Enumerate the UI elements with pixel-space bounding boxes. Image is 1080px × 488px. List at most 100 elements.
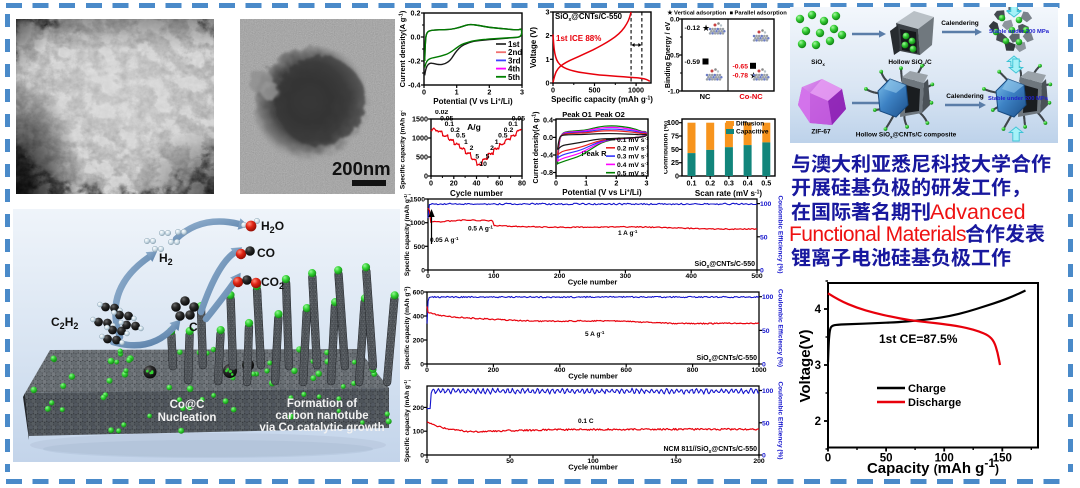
svg-text:0.2 mV s-1: 0.2 mV s-1 [617, 144, 649, 152]
svg-text:-0.8: -0.8 [541, 168, 553, 177]
svg-text:Stable under 200 MPa: Stable under 200 MPa [989, 29, 1050, 35]
svg-text:0: 0 [426, 273, 430, 280]
svg-text:0.5 mV s-1: 0.5 mV s-1 [617, 169, 649, 177]
svg-text:C2H2: C2H2 [51, 315, 78, 331]
svg-text:0: 0 [554, 179, 558, 188]
svg-text:2: 2 [490, 145, 494, 152]
svg-text:Potential (V vs Li+/Li): Potential (V vs Li+/Li) [562, 188, 642, 197]
svg-text:1 A g-1: 1 A g-1 [618, 229, 638, 237]
svg-text:Calendering: Calendering [941, 20, 979, 27]
svg-text:5: 5 [486, 154, 490, 161]
svg-text:200nm: 200nm [332, 158, 391, 179]
svg-text:200: 200 [413, 405, 425, 412]
svg-text:4th: 4th [508, 65, 520, 74]
svg-text:0.0: 0.0 [670, 17, 680, 24]
svg-text:500: 500 [414, 244, 426, 251]
svg-text:1000: 1000 [751, 367, 766, 374]
svg-text:0.4: 0.4 [543, 115, 553, 124]
svg-text:0: 0 [675, 172, 679, 181]
svg-text:50: 50 [880, 453, 893, 465]
svg-text:Scan rate (mV s-1): Scan rate (mV s-1) [695, 189, 762, 198]
svg-text:0.0: 0.0 [543, 133, 553, 142]
svg-text:0: 0 [421, 268, 425, 275]
svg-text:0.4: 0.4 [743, 179, 753, 188]
svg-text:Co-NC: Co-NC [739, 92, 763, 101]
svg-text:Peak R: Peak R [581, 149, 607, 158]
svg-text:400: 400 [413, 314, 425, 321]
svg-text:75: 75 [671, 132, 679, 141]
svg-text:10: 10 [479, 161, 487, 168]
svg-text:0.0: 0.0 [411, 33, 421, 42]
svg-text:50: 50 [762, 328, 770, 335]
svg-text:3rd: 3rd [508, 56, 521, 65]
svg-text:★ Vertical adsorption ■ Paral: ★ Vertical adsorption ■ Parallel adsorpt… [667, 10, 787, 17]
svg-text:CO2: CO2 [261, 275, 284, 291]
svg-text:1: 1 [584, 179, 588, 188]
svg-text:0.1 C: 0.1 C [578, 418, 594, 425]
svg-text:Specific capacity (mAh g-1): Specific capacity (mAh g-1) [551, 95, 653, 104]
svg-text:150: 150 [993, 453, 1012, 465]
svg-text:Charge: Charge [908, 383, 946, 395]
svg-text:80: 80 [518, 179, 526, 188]
svg-text:1000: 1000 [628, 86, 644, 95]
svg-text:via Co catalytic growth: via Co catalytic growth [259, 422, 384, 434]
svg-text:Co@C: Co@C [170, 399, 205, 411]
svg-text:Specific capacity (mAh g-1): Specific capacity (mAh g-1) [403, 286, 411, 369]
svg-text:150: 150 [670, 458, 682, 465]
svg-text:50: 50 [762, 420, 770, 427]
svg-text:Voltage (V): Voltage (V) [529, 27, 538, 69]
svg-text:0: 0 [420, 453, 424, 460]
svg-text:Binding Energy / eV: Binding Energy / eV [665, 22, 672, 88]
svg-text:Discharge: Discharge [908, 397, 961, 409]
svg-text:100: 100 [587, 458, 599, 465]
svg-text:0: 0 [825, 453, 831, 465]
svg-text:0.3: 0.3 [724, 179, 734, 188]
svg-text:Functional Materials: Functional Materials [789, 223, 966, 246]
svg-text:C: C [189, 320, 198, 334]
svg-text:5: 5 [475, 154, 479, 161]
svg-text:Contribution (%): Contribution (%) [664, 121, 670, 174]
svg-text:800: 800 [687, 367, 699, 374]
svg-text:Voltage(V): Voltage(V) [797, 329, 814, 402]
svg-text:-0.78: -0.78 [733, 73, 749, 80]
svg-text:0.2: 0.2 [450, 127, 460, 134]
svg-text:Advanced: Advanced [930, 200, 1026, 224]
svg-text:1000: 1000 [412, 134, 428, 143]
svg-text:SiOx: SiOx [811, 59, 825, 67]
svg-text:2: 2 [614, 179, 618, 188]
svg-text:200: 200 [753, 458, 765, 465]
svg-text:-1.0: -1.0 [668, 89, 680, 96]
svg-text:500: 500 [416, 153, 428, 162]
svg-text:0.4 mV s-1: 0.4 mV s-1 [617, 161, 649, 169]
svg-text:3: 3 [520, 88, 524, 97]
svg-text:NC: NC [700, 92, 711, 101]
svg-text:-0.59: -0.59 [685, 59, 701, 66]
svg-text:1500: 1500 [412, 115, 428, 124]
svg-text:0.1: 0.1 [508, 121, 518, 128]
svg-text:★: ★ [702, 23, 710, 33]
svg-text:0.1: 0.1 [445, 121, 455, 128]
svg-text:100: 100 [762, 294, 774, 301]
svg-text:0.2: 0.2 [411, 9, 421, 18]
svg-text:60: 60 [495, 179, 503, 188]
svg-text:Calendering: Calendering [946, 93, 984, 100]
svg-text:50: 50 [506, 458, 514, 465]
svg-text:200: 200 [413, 338, 425, 345]
svg-text:100: 100 [667, 118, 679, 127]
svg-text:0: 0 [422, 88, 426, 97]
svg-text:0.05: 0.05 [512, 116, 525, 123]
svg-text:0: 0 [429, 179, 433, 188]
svg-text:600: 600 [413, 290, 425, 297]
svg-text:Peak O1: Peak O1 [562, 110, 592, 119]
svg-text:1: 1 [464, 139, 468, 146]
svg-text:2nd: 2nd [508, 48, 522, 57]
svg-text:NCM 811//SiOx@CNTs/C-550: NCM 811//SiOx@CNTs/C-550 [663, 446, 757, 455]
svg-text:0: 0 [425, 458, 429, 465]
svg-text:0: 0 [762, 362, 766, 369]
svg-text:0.5 A g-1: 0.5 A g-1 [468, 225, 493, 233]
svg-text:0.1 mV s-1: 0.1 mV s-1 [617, 136, 649, 144]
svg-text:-0.5: -0.5 [668, 53, 680, 60]
svg-text:Capacitive: Capacitive [736, 129, 769, 136]
svg-text:CO: CO [257, 246, 275, 260]
svg-text:Hollow SiOx/C: Hollow SiOx/C [888, 59, 932, 67]
